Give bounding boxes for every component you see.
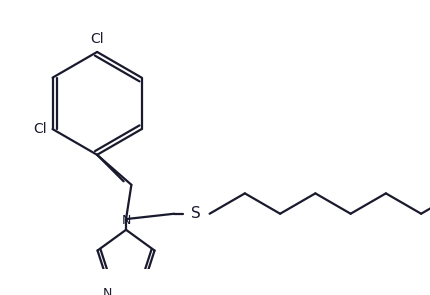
Text: N: N bbox=[121, 214, 130, 227]
Text: S: S bbox=[190, 206, 200, 221]
Text: N: N bbox=[102, 287, 112, 295]
Text: Cl: Cl bbox=[90, 32, 104, 46]
Text: Cl: Cl bbox=[34, 122, 47, 136]
